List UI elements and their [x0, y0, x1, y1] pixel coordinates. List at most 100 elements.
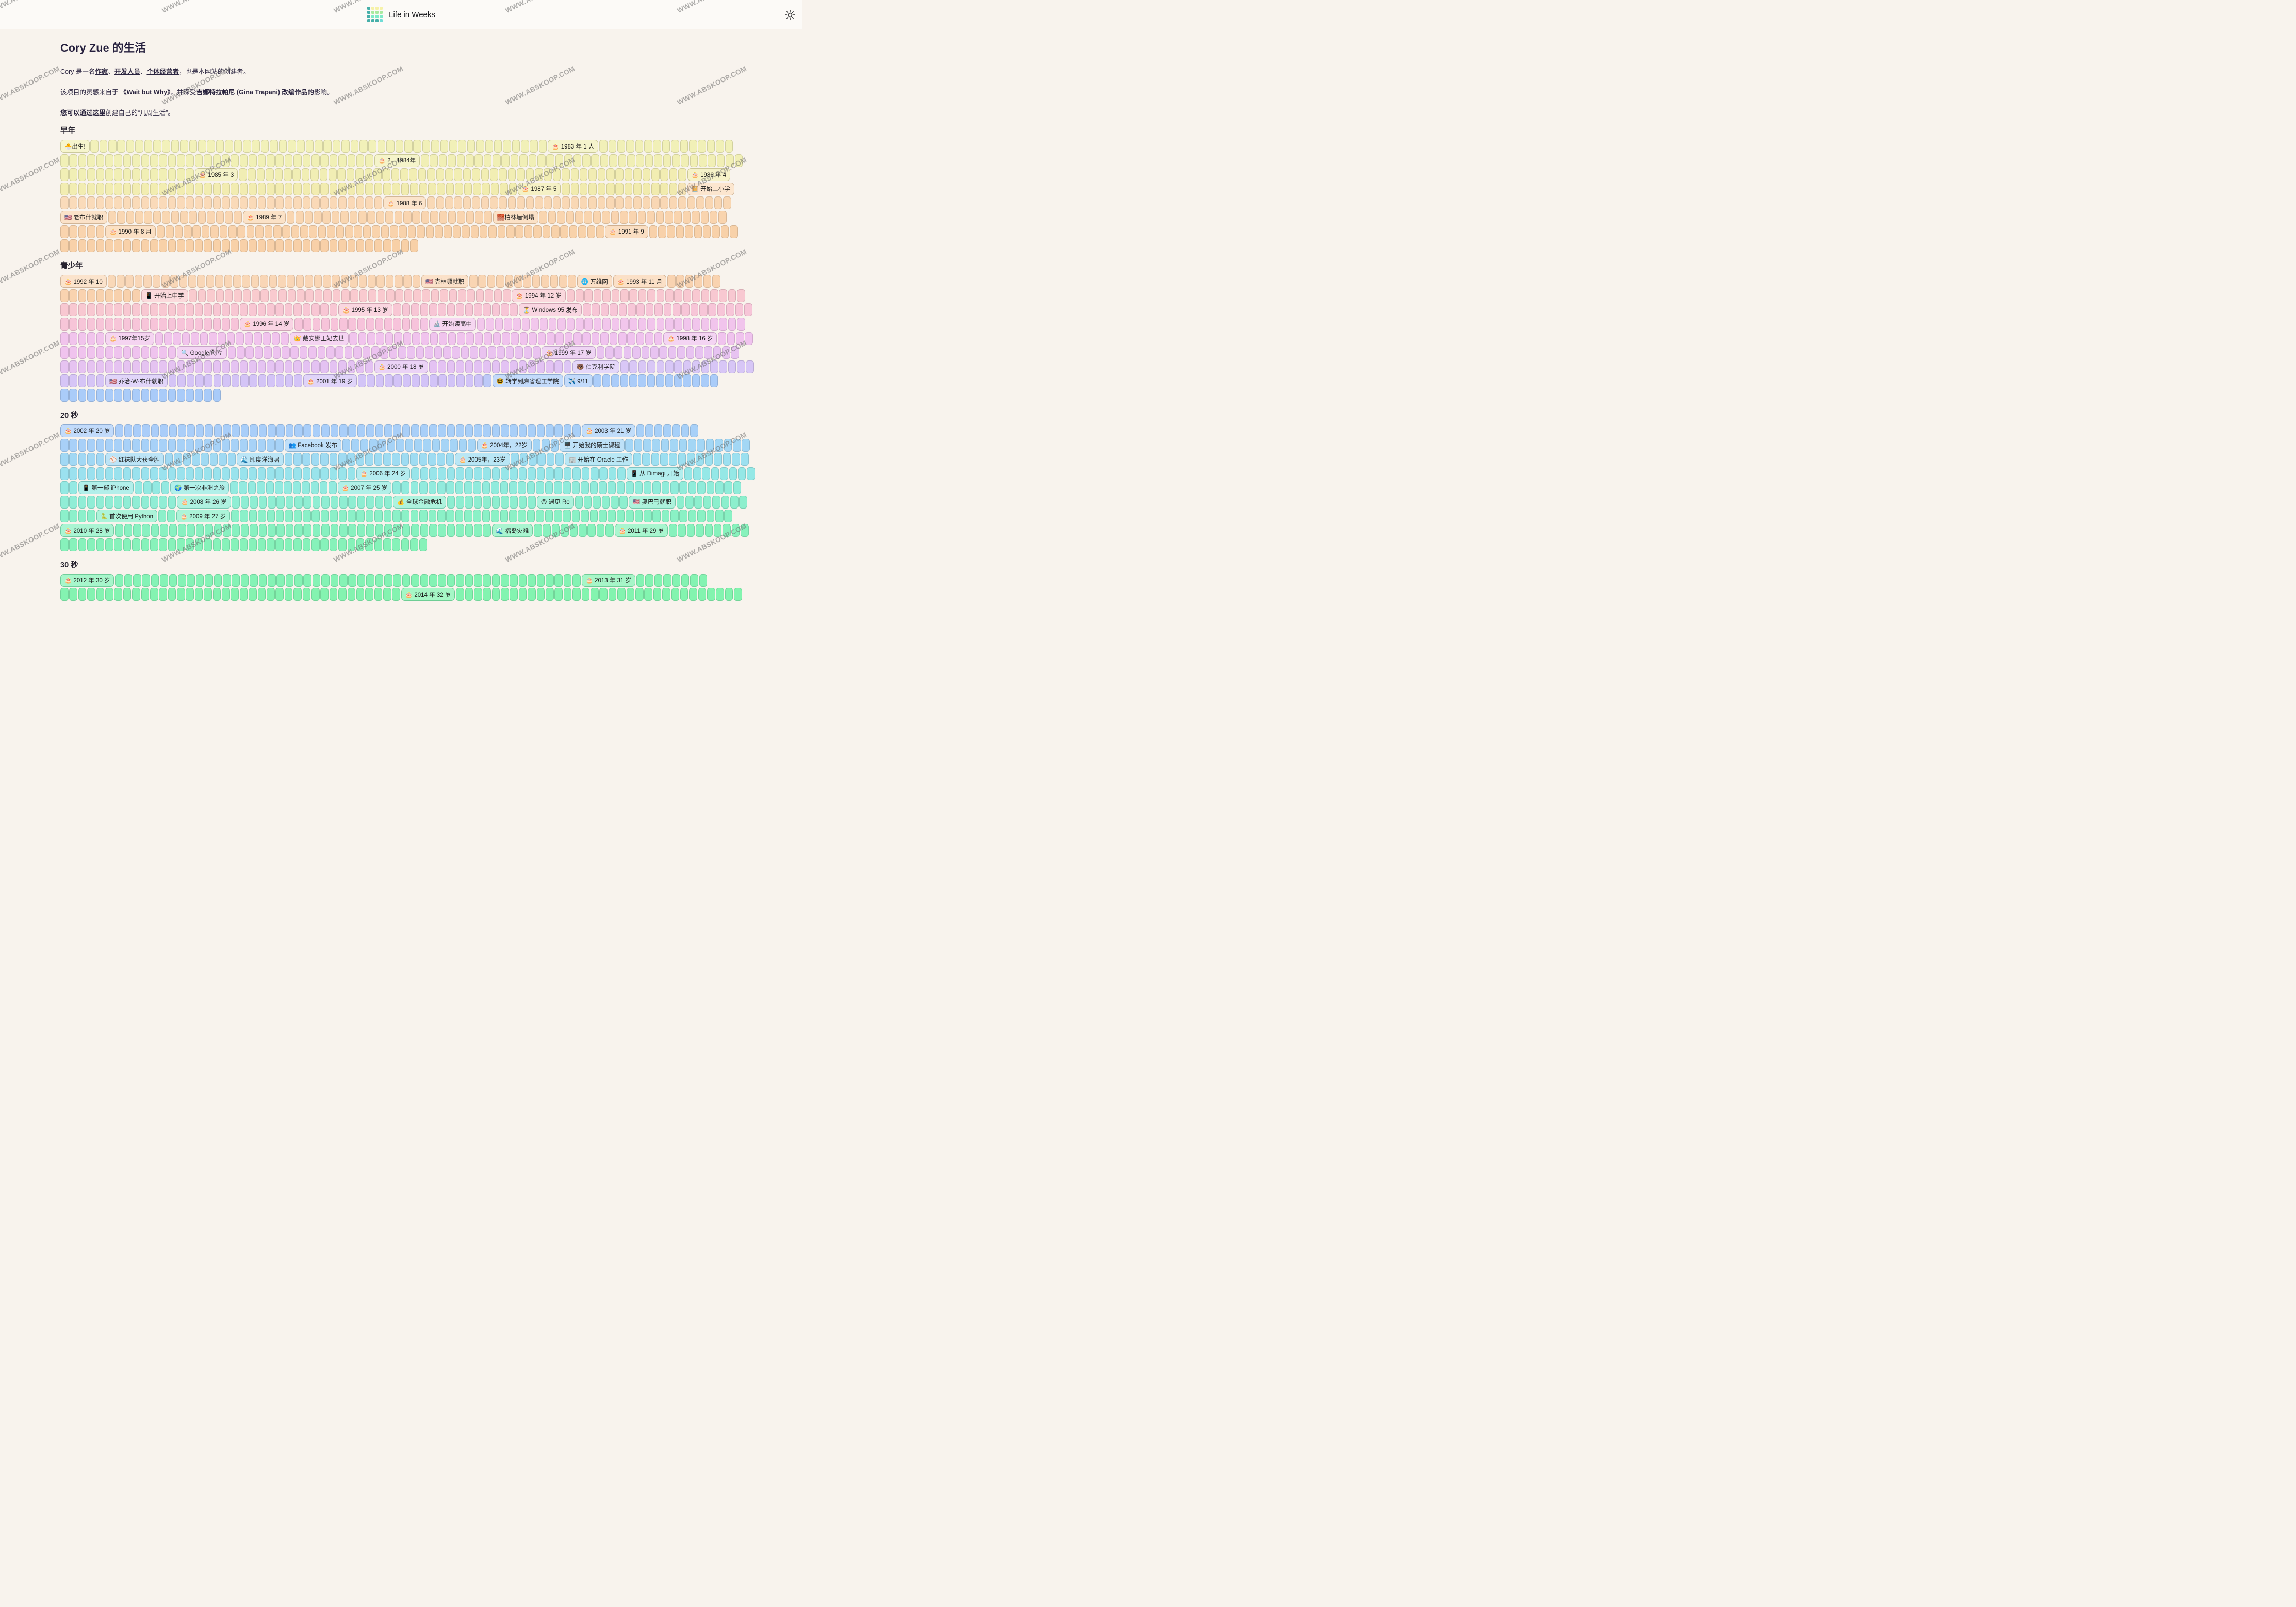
week-cell	[212, 388, 221, 402]
week-cell	[69, 168, 77, 182]
week-cell	[413, 140, 421, 153]
week-cell	[69, 196, 77, 210]
week-cell	[560, 225, 568, 238]
week-cell	[132, 346, 140, 359]
week-cell	[302, 481, 310, 495]
week-cell	[87, 360, 95, 373]
week-cell	[651, 196, 660, 210]
week-cell	[160, 573, 168, 587]
week-cell	[314, 210, 322, 224]
week-cell	[96, 453, 105, 466]
week-cell	[347, 154, 356, 167]
week-cell	[448, 210, 456, 224]
week-cell	[302, 453, 311, 466]
week-cell	[141, 239, 150, 253]
week-cell	[384, 317, 392, 331]
intro-link[interactable]: 吉娜特拉帕尼 (Gina Trapani) 改编作品的	[196, 89, 314, 96]
week-cell	[141, 346, 150, 359]
week-cell	[341, 289, 350, 302]
week-cell	[467, 140, 475, 153]
week-cell	[346, 168, 355, 182]
intro-link[interactable]: 《Wait but Why》	[120, 89, 171, 96]
week-cell	[620, 317, 629, 331]
week-cell	[745, 332, 753, 345]
week-cell	[696, 524, 704, 537]
week-cell	[578, 225, 586, 238]
week-cell	[676, 225, 684, 238]
week-cell	[720, 467, 728, 480]
week-cell	[96, 360, 105, 373]
week-cell	[366, 495, 374, 509]
week-cell	[232, 573, 240, 587]
week-cell	[683, 374, 691, 388]
week-cell	[240, 510, 248, 523]
week-cell	[150, 467, 158, 480]
brand[interactable]: Life in Weeks	[367, 7, 435, 22]
week-cell	[284, 538, 293, 551]
intro-paragraph-3: 您可以通过这里创建自己的“几周生活”。	[60, 107, 742, 117]
theme-toggle-button[interactable]	[785, 10, 795, 20]
week-cell	[629, 360, 637, 373]
week-cell	[159, 467, 167, 480]
week-cell	[87, 332, 95, 345]
week-cell	[168, 495, 176, 509]
week-cell	[365, 360, 373, 373]
week-cell	[587, 524, 596, 537]
week-cell	[303, 317, 312, 331]
week-row: 🇺🇸 乔治·W·布什就职 🎂 2001 年 19 岁 🤓 转学到麻省理工学院 ✈️ 9…	[60, 374, 742, 388]
week-cell	[626, 588, 635, 601]
week-cell	[401, 239, 409, 253]
week-cell	[114, 168, 122, 182]
week-cell	[275, 438, 284, 452]
week-cell	[402, 317, 411, 331]
week-cell	[96, 538, 105, 551]
intro-link[interactable]: 作家	[95, 68, 108, 75]
week-cell	[338, 538, 347, 551]
week-cell	[725, 140, 733, 153]
week-cell	[159, 588, 167, 601]
week-cell	[60, 538, 69, 551]
week-cell	[490, 182, 499, 195]
week-cell	[320, 182, 329, 195]
week-cell	[528, 424, 536, 437]
week-cell	[96, 225, 105, 238]
week-cell	[271, 332, 280, 345]
week-cell	[237, 225, 245, 238]
week-cell	[665, 374, 674, 388]
week-cell	[457, 332, 465, 345]
intro-link[interactable]: 您可以通过这里	[60, 109, 106, 117]
week-cell	[353, 346, 362, 359]
week-cell	[60, 182, 69, 195]
week-cell	[158, 510, 167, 523]
week-cell	[463, 168, 471, 182]
week-cell	[368, 289, 376, 302]
week-cell	[686, 524, 695, 537]
week-cell	[320, 538, 329, 551]
week-cell	[269, 275, 277, 288]
intro-text: ，并深受	[170, 89, 196, 96]
week-cell	[329, 239, 338, 253]
week-cell	[114, 360, 122, 373]
week-cell	[446, 453, 454, 466]
week-cell	[417, 225, 425, 238]
week-cell	[204, 303, 212, 317]
week-cell	[87, 467, 95, 480]
week-cell	[401, 453, 409, 466]
intro-link[interactable]: 开发人员	[114, 68, 140, 75]
week-cell	[115, 573, 123, 587]
week-cell	[364, 168, 373, 182]
week-cell	[378, 438, 386, 452]
week-cell	[239, 438, 248, 452]
week-cell	[205, 424, 213, 437]
week-cell	[528, 154, 537, 167]
intro-link[interactable]: 个体经营者	[146, 68, 179, 75]
week-cell	[251, 275, 259, 288]
week-cell	[528, 360, 536, 373]
week-cell	[294, 424, 303, 437]
week-cell	[275, 182, 284, 195]
week-cell	[389, 346, 398, 359]
week-cell	[159, 538, 167, 551]
week-cell	[391, 168, 400, 182]
week-cell	[78, 225, 87, 238]
week-cell	[447, 303, 455, 317]
